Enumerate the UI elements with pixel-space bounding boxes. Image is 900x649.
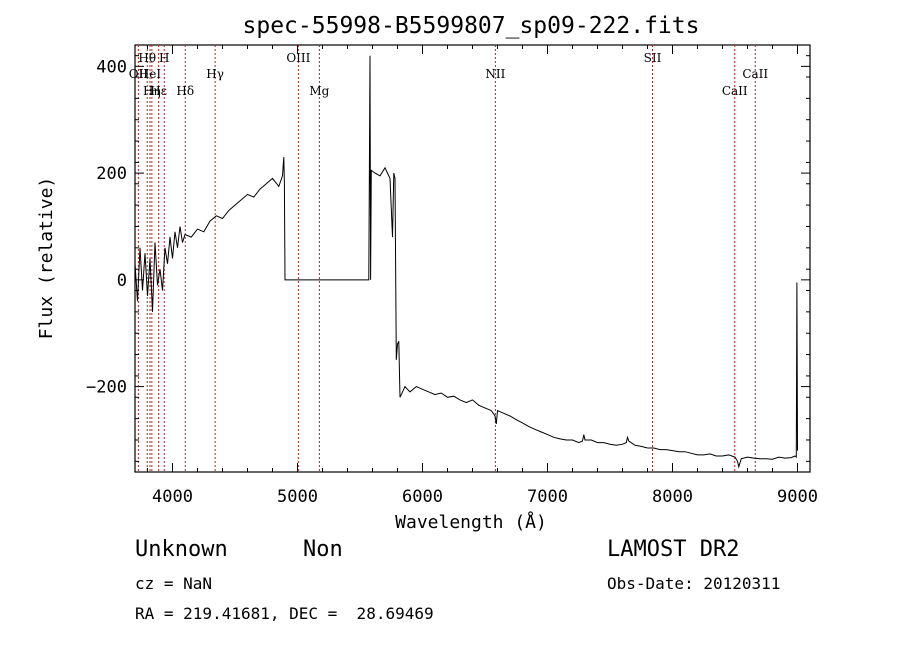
line-marker-label: NII <box>485 67 505 81</box>
line-marker-label: OII <box>129 67 149 81</box>
line-marker-label: Hγ <box>206 67 224 81</box>
y-axis-label: Flux (relative) <box>36 177 57 340</box>
x-axis: 4000 5000 6000 7000 8000 9000 <box>147 45 818 507</box>
redshift-cz: cz = NaN <box>135 574 213 593</box>
line-marker-label: SII <box>644 51 662 65</box>
coordinates: RA = 219.41681, DEC = 28.69469 <box>135 604 434 623</box>
y-tick-label: 200 <box>96 164 127 184</box>
line-marker-label: Hε <box>150 84 167 98</box>
y-tick-label: −200 <box>86 378 127 398</box>
x-tick-label: 9000 <box>777 487 818 507</box>
x-tick-label: 7000 <box>527 487 568 507</box>
object-class: Unknown <box>135 537 228 562</box>
object-subclass: Non <box>303 537 343 562</box>
spectrum-line <box>134 55 798 469</box>
line-markers <box>137 45 756 472</box>
line-marker-label: OIII <box>286 51 310 65</box>
obs-date: Obs-Date: 20120311 <box>607 574 781 593</box>
x-tick-label: 6000 <box>402 487 443 507</box>
survey-name: LAMOST DR2 <box>607 537 740 562</box>
x-tick-label: 8000 <box>652 487 693 507</box>
line-marker-label: Hδ <box>176 84 194 98</box>
line-marker-label: CaII <box>722 84 748 98</box>
x-axis-label: Wavelength (Å) <box>395 511 547 533</box>
y-tick-label: 400 <box>96 57 127 77</box>
plot-frame <box>134 44 811 473</box>
y-axis: −200 0 200 400 <box>86 55 810 462</box>
line-marker-label: Hθ <box>138 51 156 65</box>
line-marker-label: CaII <box>742 67 768 81</box>
line-marker-label: Hη <box>143 84 161 98</box>
line-marker-label: HeI <box>139 67 162 81</box>
x-tick-label: 5000 <box>277 487 318 507</box>
y-tick-label: 0 <box>117 271 127 291</box>
line-marker-label: H <box>159 51 169 65</box>
x-tick-label: 4000 <box>152 487 193 507</box>
chart-title: spec-55998-B5599807_sp09-222.fits <box>243 13 700 39</box>
line-marker-label: Mg <box>309 84 329 98</box>
